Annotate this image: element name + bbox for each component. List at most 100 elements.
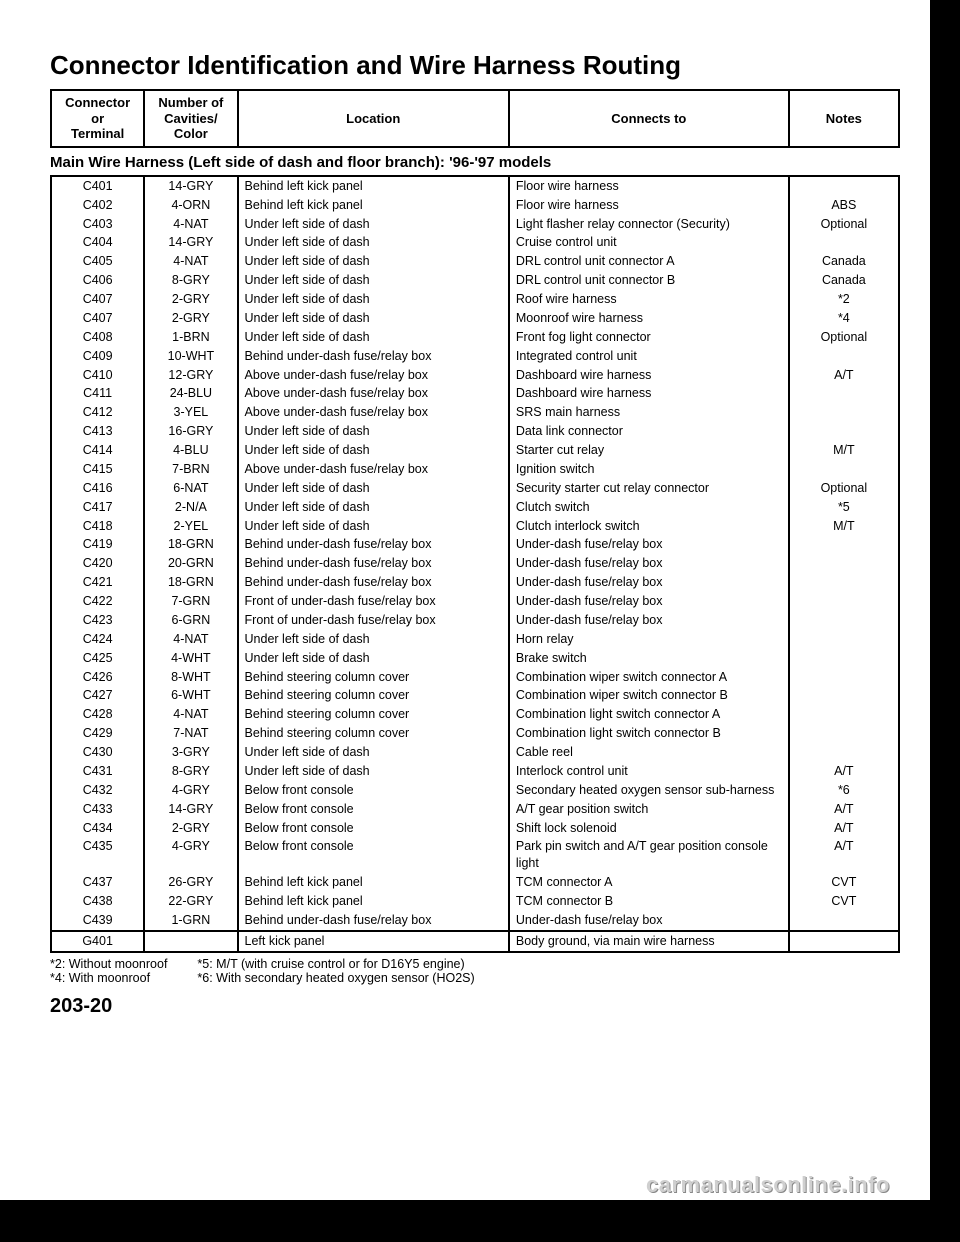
table-row: C4227-GRNFront of under-dash fuse/relay … (51, 592, 899, 611)
table-cell: Under left side of dash (238, 649, 509, 668)
table-cell: Under left side of dash (238, 215, 509, 234)
table-row: C4068-GRYUnder left side of dashDRL cont… (51, 271, 899, 290)
table-cell: Above under-dash fuse/relay box (238, 384, 509, 403)
table-cell: C415 (51, 460, 144, 479)
table-cell: A/T (789, 819, 899, 838)
table-cell (789, 384, 899, 403)
table-cell: Under left side of dash (238, 479, 509, 498)
table-cell: C432 (51, 781, 144, 800)
header-notes: Notes (789, 90, 899, 147)
table-cell (789, 554, 899, 573)
table-cell: M/T (789, 441, 899, 460)
footnote-6: *6: With secondary heated oxygen sensor … (197, 971, 474, 985)
table-row: C41012-GRYAbove under-dash fuse/relay bo… (51, 366, 899, 385)
table-cell: 24-BLU (144, 384, 237, 403)
table-cell (789, 347, 899, 366)
table-cell: 7-BRN (144, 460, 237, 479)
table-row: C42020-GRNBehind under-dash fuse/relay b… (51, 554, 899, 573)
table-cell: C404 (51, 233, 144, 252)
table-cell: *6 (789, 781, 899, 800)
table-cell: 2-GRY (144, 819, 237, 838)
table-cell: Canada (789, 271, 899, 290)
table-row: C4144-BLUUnder left side of dashStarter … (51, 441, 899, 460)
watermark: carmanualsonline.info (646, 1172, 890, 1198)
table-row: C4354-GRYBelow front consolePark pin swi… (51, 837, 899, 873)
table-cell: Optional (789, 328, 899, 347)
table-cell (144, 931, 237, 952)
table-cell: Combination light switch connector B (509, 724, 789, 743)
table-cell: Cruise control unit (509, 233, 789, 252)
table-cell: C406 (51, 271, 144, 290)
table-cell: 4-WHT (144, 649, 237, 668)
table-row: C4024-ORNBehind left kick panelFloor wir… (51, 196, 899, 215)
table-cell (789, 743, 899, 762)
table-cell: Above under-dash fuse/relay box (238, 403, 509, 422)
table-cell (789, 176, 899, 196)
table-cell: Park pin switch and A/T gear position co… (509, 837, 789, 873)
table-cell: Behind left kick panel (238, 892, 509, 911)
table-cell: Behind under-dash fuse/relay box (238, 554, 509, 573)
table-cell: 6-NAT (144, 479, 237, 498)
table-cell: Above under-dash fuse/relay box (238, 366, 509, 385)
table-row: C4318-GRYUnder left side of dashInterloc… (51, 762, 899, 781)
header-connector: ConnectororTerminal (51, 90, 144, 147)
table-row: C43314-GRYBelow front consoleA/T gear po… (51, 800, 899, 819)
table-cell: C437 (51, 873, 144, 892)
header-cavities: Number ofCavities/Color (144, 90, 237, 147)
table-cell: C416 (51, 479, 144, 498)
table-cell (789, 931, 899, 952)
table-cell: Interlock control unit (509, 762, 789, 781)
table-cell: 7-NAT (144, 724, 237, 743)
table-cell: C419 (51, 535, 144, 554)
table-cell: TCM connector A (509, 873, 789, 892)
table-row: C4284-NATBehind steering column coverCom… (51, 705, 899, 724)
footnote-5: *5: M/T (with cruise control or for D16Y… (197, 957, 474, 971)
table-cell: Floor wire harness (509, 176, 789, 196)
table-cell: 4-NAT (144, 705, 237, 724)
table-cell: 20-GRN (144, 554, 237, 573)
table-cell: Security starter cut relay connector (509, 479, 789, 498)
table-cell (789, 630, 899, 649)
table-cell (789, 422, 899, 441)
table-cell: 2-GRY (144, 290, 237, 309)
table-cell: Brake switch (509, 649, 789, 668)
table-cell: Behind steering column cover (238, 686, 509, 705)
table-cell: Behind left kick panel (238, 176, 509, 196)
table-cell: Clutch interlock switch (509, 517, 789, 536)
table-row: C41316-GRYUnder left side of dashData li… (51, 422, 899, 441)
table-cell: Light flasher relay connector (Security) (509, 215, 789, 234)
table-row: G401Left kick panelBody ground, via main… (51, 931, 899, 952)
table-cell: Under left side of dash (238, 743, 509, 762)
table-cell: Under left side of dash (238, 233, 509, 252)
table-cell: Under left side of dash (238, 422, 509, 441)
table-cell: Under left side of dash (238, 271, 509, 290)
table-cell: C431 (51, 762, 144, 781)
table-cell: C408 (51, 328, 144, 347)
table-cell: Under left side of dash (238, 517, 509, 536)
table-cell: C417 (51, 498, 144, 517)
table-cell: 2-N/A (144, 498, 237, 517)
table-cell: Below front console (238, 800, 509, 819)
table-cell: C418 (51, 517, 144, 536)
table-cell: C424 (51, 630, 144, 649)
table-row: C42118-GRNBehind under-dash fuse/relay b… (51, 573, 899, 592)
table-cell: *5 (789, 498, 899, 517)
table-cell: 8-WHT (144, 668, 237, 687)
table-cell: Behind steering column cover (238, 705, 509, 724)
table-cell: C425 (51, 649, 144, 668)
table-cell: 10-WHT (144, 347, 237, 366)
table-cell: DRL control unit connector B (509, 271, 789, 290)
table-cell: Integrated control unit (509, 347, 789, 366)
table-row: C4303-GRYUnder left side of dashCable re… (51, 743, 899, 762)
table-cell: Front of under-dash fuse/relay box (238, 611, 509, 630)
table-row: C4268-WHTBehind steering column coverCom… (51, 668, 899, 687)
table-cell: Combination light switch connector A (509, 705, 789, 724)
ground-table: G401Left kick panelBody ground, via main… (50, 930, 900, 953)
header-location: Location (238, 90, 509, 147)
table-cell: 14-GRY (144, 176, 237, 196)
table-cell: 3-YEL (144, 403, 237, 422)
table-cell (789, 611, 899, 630)
page-number: 203-20 (50, 995, 900, 1018)
table-row: C41918-GRNBehind under-dash fuse/relay b… (51, 535, 899, 554)
table-cell: Below front console (238, 781, 509, 800)
